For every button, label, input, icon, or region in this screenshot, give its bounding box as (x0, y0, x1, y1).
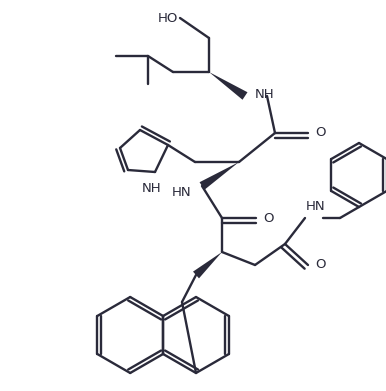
Text: O: O (263, 212, 273, 224)
Polygon shape (193, 252, 222, 278)
Text: O: O (315, 127, 325, 140)
Text: NH: NH (142, 181, 162, 194)
Text: HN: HN (172, 185, 192, 199)
Polygon shape (200, 162, 239, 190)
Text: HN: HN (306, 201, 326, 213)
Text: O: O (315, 258, 325, 271)
Text: NH: NH (255, 88, 275, 102)
Polygon shape (209, 72, 247, 100)
Text: HO: HO (158, 11, 178, 25)
